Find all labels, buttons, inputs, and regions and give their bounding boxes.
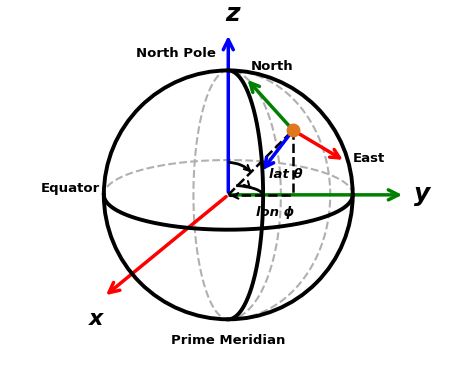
Text: North Pole: North Pole [136,47,216,61]
Text: y: y [414,182,430,206]
Text: lon ϕ: lon ϕ [256,206,294,219]
Text: Prime Meridian: Prime Meridian [171,334,286,347]
Text: lat θ: lat θ [269,168,303,182]
Text: Equator: Equator [41,182,100,195]
Text: North: North [250,60,293,73]
Text: x: x [89,309,104,329]
Text: z: z [225,2,239,26]
Text: East: East [353,152,385,165]
